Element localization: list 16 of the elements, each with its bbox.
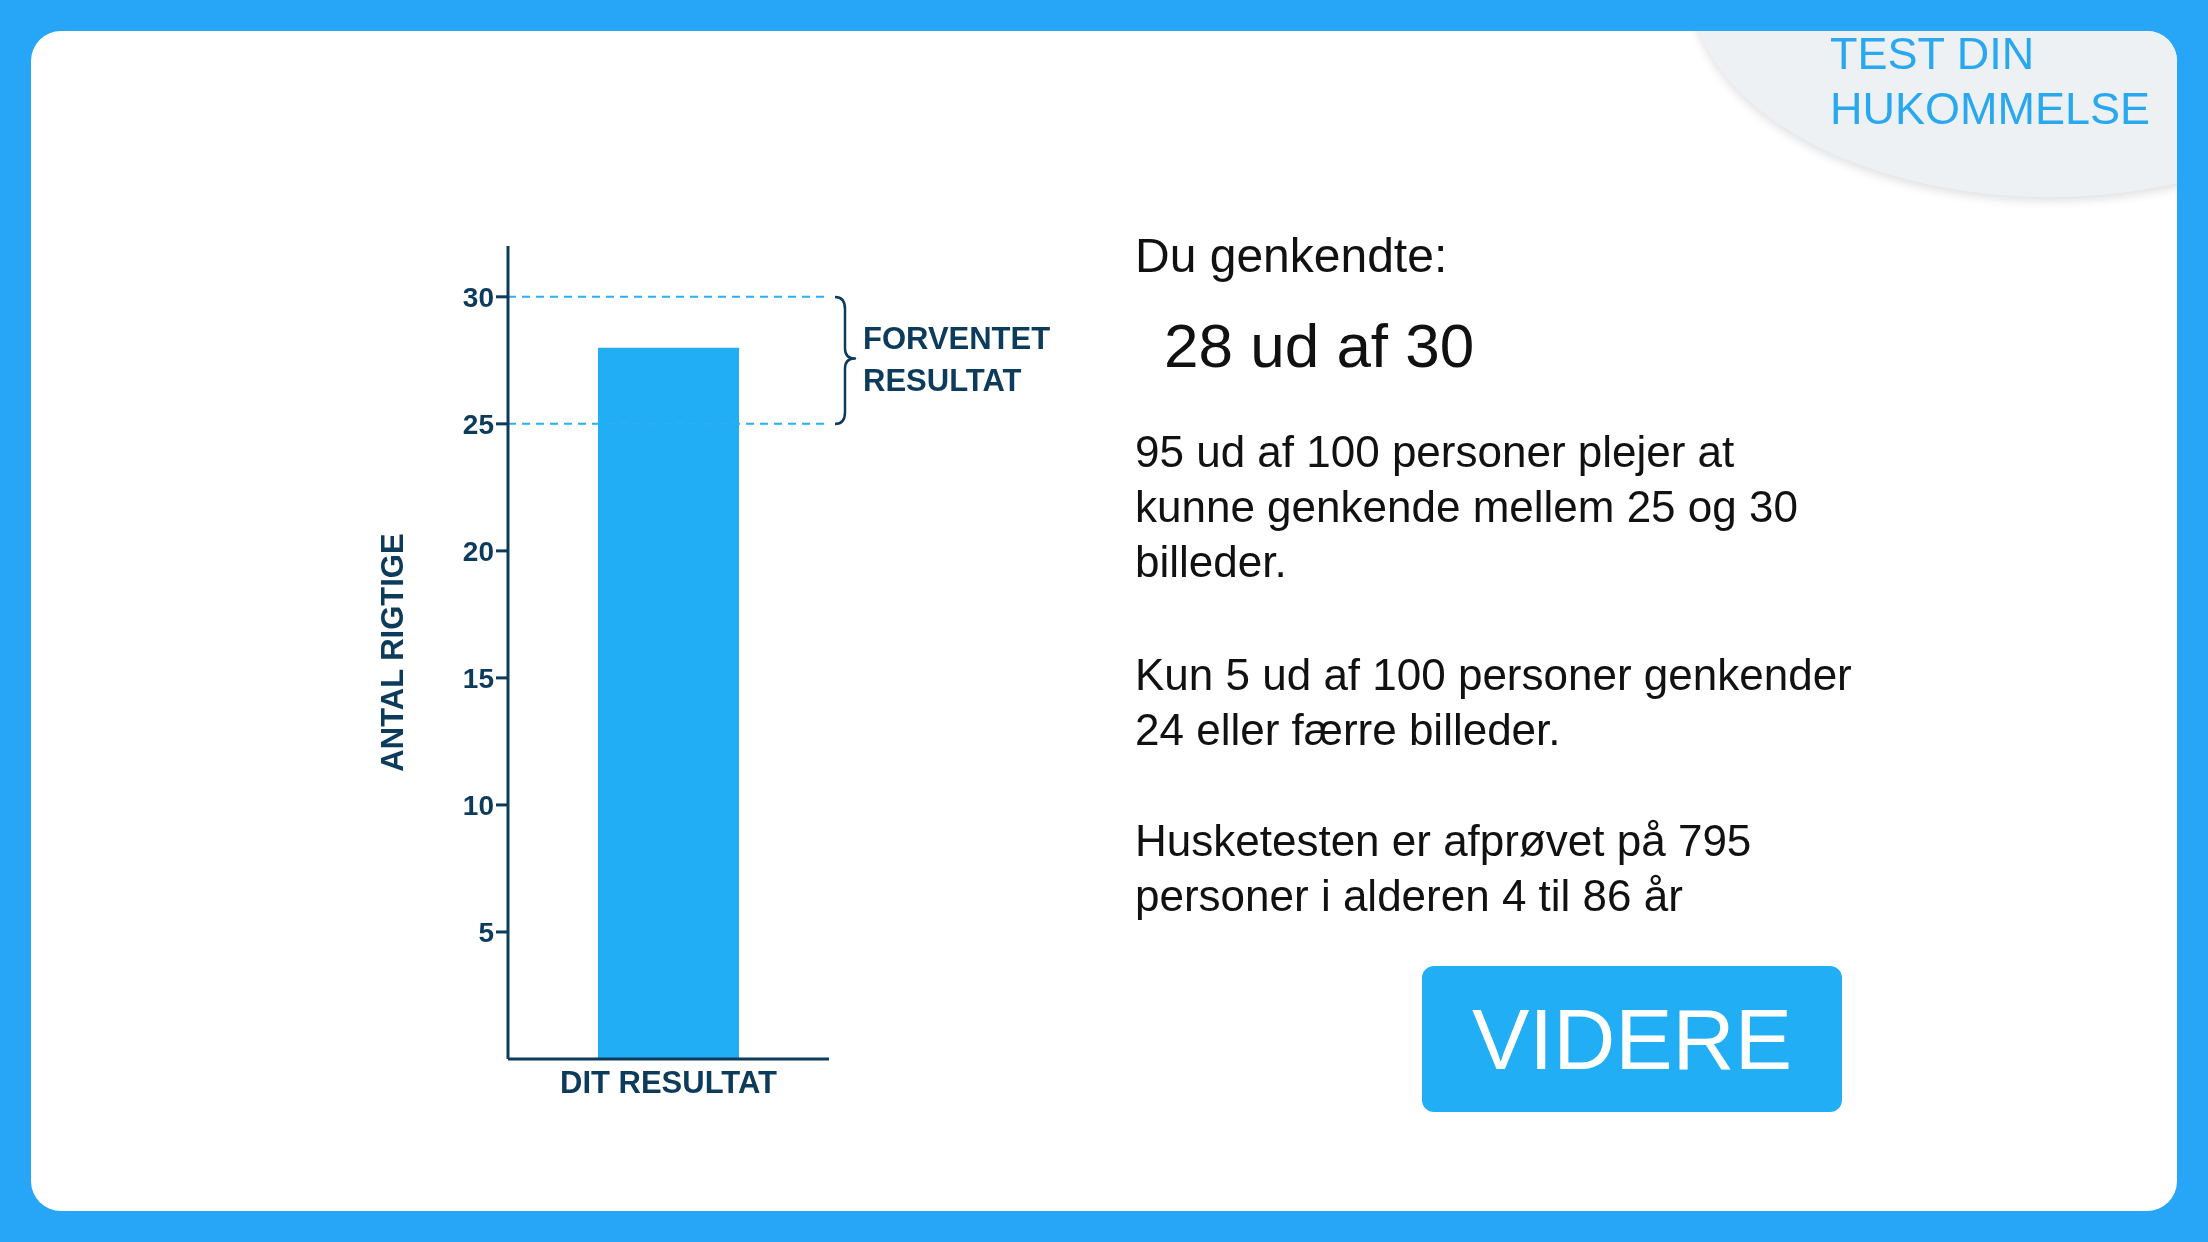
- y-tick-label: 10: [462, 789, 494, 821]
- text: Du genkendte:: [1135, 228, 1448, 283]
- y-tick-label: 30: [462, 281, 494, 313]
- x-tick-label: DIT RESULTAT: [560, 1065, 778, 1101]
- text: TEST DIN HUKOMMELSE: [1830, 27, 2152, 136]
- y-tick-label: 15: [462, 662, 494, 694]
- y-tick-label: 25: [462, 408, 494, 440]
- y-axis-title: ANTAL RIGTIGE: [375, 533, 411, 772]
- text: FORVENTET RESULTAT: [863, 320, 1052, 401]
- y-tick-label: 5: [478, 916, 494, 948]
- text: 95 ud af 100 personer plejer at kunne genkende mellem 25 og 30 billeder.: [1135, 426, 1799, 588]
- text: Kun 5 ud af 100 personer genkender 24 eller færre billeder.: [1135, 649, 1853, 756]
- text: 28 ud af 30: [1164, 310, 1475, 381]
- text: VIDERE: [1471, 989, 1793, 1089]
- y-tick-label: 20: [462, 535, 494, 567]
- text: Husketesten er afprøvet på 795 personer i alderen 4 til 86 år: [1135, 815, 1753, 922]
